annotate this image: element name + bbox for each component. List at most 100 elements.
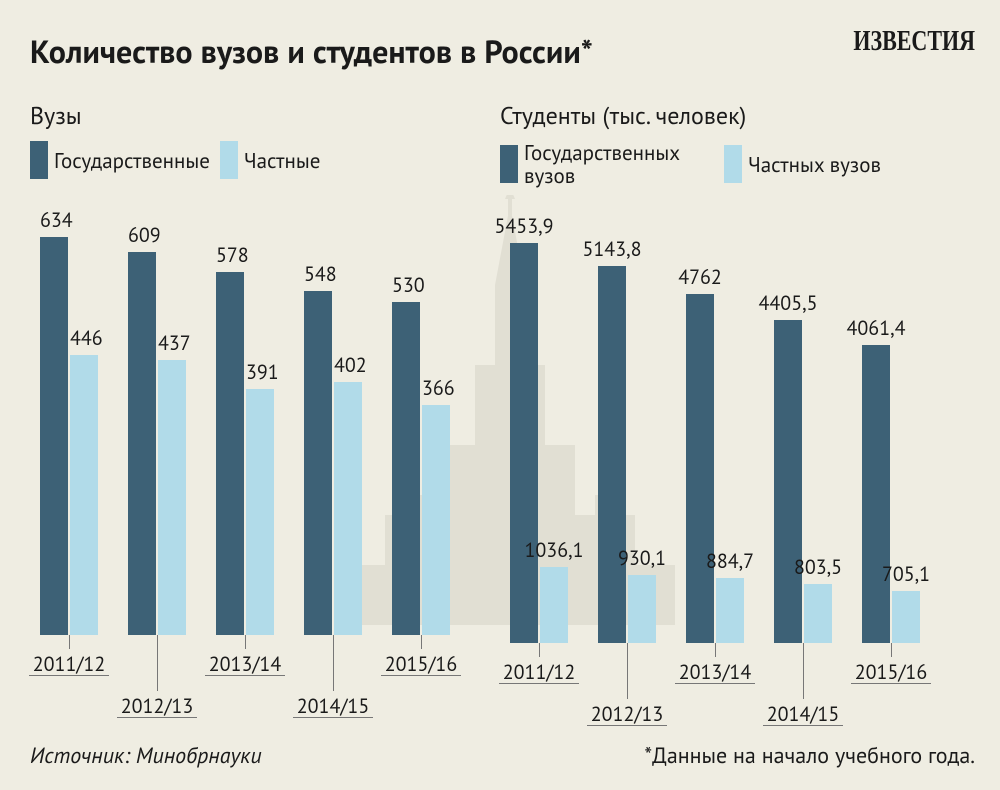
bar-value: 930,1	[612, 545, 672, 575]
chart-subtitle: Вузы	[30, 100, 500, 131]
footer-source: Источник: Минобрнауки	[30, 742, 262, 770]
legend-item: Частные	[220, 141, 320, 179]
chart-xaxis: 2011/12 2012/13 2013/14 2014/15 2015/16	[500, 643, 975, 743]
bar-light: 402	[334, 382, 362, 635]
chart-legend: Государственные Частные	[30, 141, 500, 179]
bar-value: 884,7	[700, 548, 760, 578]
axis-label: 2012/13	[587, 701, 667, 727]
bar-light: 446	[70, 355, 98, 635]
bar-value: 548	[304, 261, 332, 291]
bar-value: 5453,9	[489, 213, 559, 243]
bar-value: 803,5	[788, 554, 848, 584]
bar-dark: 530	[392, 302, 420, 635]
axis-label: 2015/16	[381, 651, 461, 677]
bar-dark: 634	[40, 237, 68, 636]
legend-item: Государственные	[30, 141, 210, 179]
bar-value: 609	[128, 222, 156, 252]
bar-pair: 530366	[392, 302, 450, 635]
chart-legend: Государственных вузов Частных вузов	[500, 141, 975, 187]
bar-pair: 4762884,7	[686, 294, 744, 643]
bar-light: 437	[158, 360, 186, 635]
bar-dark: 609	[128, 252, 156, 635]
bar-pair: 578391	[216, 272, 274, 635]
bar-dark: 4762	[686, 294, 714, 643]
bar-pair: 4405,5803,5	[774, 320, 832, 643]
bar-value: 5143,8	[577, 236, 647, 266]
bars-row: 5453,91036,15143,8930,14762884,74405,580…	[500, 203, 975, 643]
legend-label: Государственные	[54, 147, 210, 174]
axis-tick-stem	[245, 635, 246, 649]
bar-value: 4762	[665, 264, 735, 294]
legend-swatch	[500, 145, 518, 183]
chart-plot: 634446609437578391548402530366	[30, 195, 500, 635]
footer-note: *Данные на начало учебного года.	[644, 742, 975, 770]
axis-label: 2013/14	[205, 651, 285, 677]
bar-dark: 5453,9	[510, 243, 538, 643]
footer: Источник: Минобрнауки *Данные на начало …	[30, 742, 975, 770]
bar-pair: 5143,8930,1	[598, 266, 656, 643]
bar-value: 402	[334, 352, 362, 382]
bar-value: 446	[70, 325, 98, 355]
bar-light: 366	[422, 405, 450, 635]
legend-label: Частные	[244, 147, 320, 174]
chart-students: Студенты (тыс. человек) Государственных …	[500, 100, 975, 743]
bar-pair: 609437	[128, 252, 186, 635]
axis-label: 2012/13	[117, 693, 197, 719]
bars-row: 634446609437578391548402530366	[30, 195, 500, 635]
legend-swatch	[220, 141, 238, 179]
bar-value: 705,1	[876, 561, 936, 591]
bar-light: 705,1	[892, 591, 920, 643]
legend-swatch	[724, 145, 742, 183]
brand-logo: ИЗВЕСТИЯ	[853, 24, 975, 58]
legend-item: Государственных вузов	[500, 141, 714, 187]
bar-dark: 548	[304, 291, 332, 635]
axis-label: 2011/12	[499, 659, 579, 685]
bar-value: 634	[40, 207, 68, 237]
bar-pair: 4061,4705,1	[862, 345, 920, 643]
axis-label: 2013/14	[675, 659, 755, 685]
axis-label: 2014/15	[763, 701, 843, 727]
bar-pair: 548402	[304, 291, 362, 635]
bar-value: 4405,5	[753, 290, 823, 320]
bar-light: 803,5	[804, 584, 832, 643]
legend-swatch	[30, 141, 48, 179]
axis-tick-stem	[69, 635, 70, 649]
bar-value: 391	[246, 359, 274, 389]
bar-light: 391	[246, 389, 274, 635]
legend-label: Государственных вузов	[524, 141, 714, 187]
axis-tick-stem	[627, 643, 628, 699]
bar-value: 578	[216, 242, 244, 272]
bar-light: 884,7	[716, 578, 744, 643]
axis-tick-stem	[421, 635, 422, 649]
axis-tick-stem	[803, 643, 804, 699]
infographic-root: Количество вузов и студентов в России* И…	[0, 0, 1000, 790]
bar-dark: 578	[216, 272, 244, 635]
axis-tick-stem	[157, 635, 158, 691]
chart-universities: Вузы ГосударственныеЧастные 634446609437…	[30, 100, 500, 743]
axis-label: 2014/15	[293, 693, 373, 719]
legend-label: Частных вузов	[748, 153, 881, 176]
axis-tick-stem	[715, 643, 716, 657]
axis-label: 2015/16	[851, 659, 931, 685]
chart-xaxis: 2011/12 2012/13 2013/14 2014/15 2015/16	[30, 635, 500, 735]
bar-value: 1036,1	[524, 537, 584, 567]
bar-value: 530	[392, 272, 420, 302]
legend-item: Частных вузов	[724, 141, 881, 187]
bar-light: 930,1	[628, 575, 656, 643]
bar-pair: 5453,91036,1	[510, 243, 568, 643]
bar-light: 1036,1	[540, 567, 568, 643]
bar-value: 366	[422, 375, 450, 405]
chart-plot: 5453,91036,15143,8930,14762884,74405,580…	[500, 203, 975, 643]
bar-value: 4061,4	[841, 315, 911, 345]
axis-tick-stem	[891, 643, 892, 657]
chart-subtitle: Студенты (тыс. человек)	[500, 100, 975, 131]
page-title: Количество вузов и студентов в России*	[30, 30, 975, 72]
axis-tick-stem	[539, 643, 540, 657]
bar-dark: 5143,8	[598, 266, 626, 643]
bar-value: 437	[158, 330, 186, 360]
axis-tick-stem	[333, 635, 334, 691]
axis-label: 2011/12	[29, 651, 109, 677]
bar-dark: 4061,4	[862, 345, 890, 643]
bar-pair: 634446	[40, 237, 98, 636]
bar-dark: 4405,5	[774, 320, 802, 643]
